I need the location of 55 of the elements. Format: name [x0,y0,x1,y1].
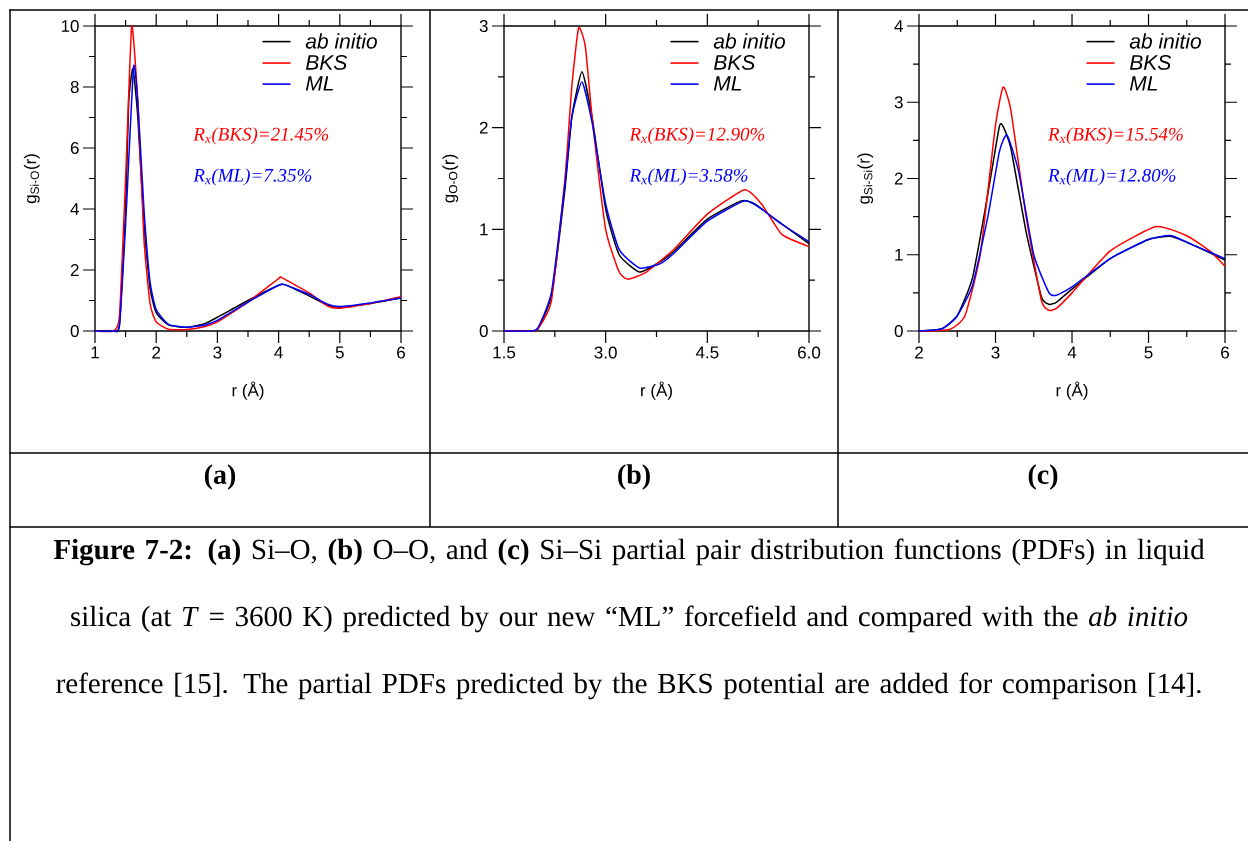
y-tick-label: 2 [70,264,79,276]
y-tick-label: 2 [479,121,488,134]
x-tick-label: 3 [991,346,1000,359]
x-tick-label: 4 [274,346,283,359]
y-tick-label: 3 [479,19,488,33]
x-axis-title: r (Å) [641,381,672,400]
y-tick-label: 10 [61,19,79,33]
annotation: R$_{x}$(BKS)=15.54% [1047,127,1183,145]
text: (c) [1028,464,1058,490]
x-tick-label: 1 [91,346,99,359]
legend-label: BKS [1129,54,1172,70]
x-tick-label: 6 [1221,346,1229,359]
y-axis-title: g$_{Si-O}$(r) [23,154,40,204]
x-tick-label: 3 [213,346,222,359]
y-tick-label: 4 [894,20,903,32]
annotation: R$_{x}$(ML)=12.80% [1047,168,1176,186]
x-axis-title: r (Å) [232,381,264,400]
annotation: R$_{x}$(ML)=7.35% [193,168,312,186]
text: (b) [618,464,650,490]
x-tick-label: 2 [152,346,161,359]
annotation: R$_{x}$(ML)=3.58% [629,168,748,186]
legend-label: ab initio [305,33,377,49]
x-tick-label: 5 [1144,346,1153,359]
y-tick-label: 8 [70,80,79,94]
x-tick-label: 2 [915,346,923,359]
legend-label: ab initio [713,33,785,49]
x-axis-title: r (Å) [1056,381,1088,400]
x-tick-label: 4.5 [695,346,719,359]
annotation: R$_{x}$(BKS)=21.45% [193,127,329,145]
legend-label: BKS [305,54,348,70]
legend-label: ML [305,76,333,91]
y-tick-label: 1 [480,223,488,236]
text: (a) [204,464,236,490]
x-tick-label: 6 [397,346,405,359]
y-axis-title: g$_{Si-Si}$(r) [857,153,874,204]
y-tick-label: 2 [894,172,903,185]
y-tick-label: 1 [895,248,903,261]
annotation: R$_{x}$(BKS)=12.90% [629,127,765,145]
x-tick-label: 3.0 [594,346,617,359]
text: Figure 7-2: (a) Si–O, (b) O–O, and (c) Si–Si partial pair distribution functions (PDFs) in liquid silica (at T = 3600 K) predicted by our new “ML” forcefield and compared with the ab initio reference [15]. The partial PDFs predicted by the BKS potential are added for comparison [14]. [53,538,1205,700]
x-tick-label: 4 [1067,346,1077,359]
legend-label: ab initio [1129,33,1201,49]
y-tick-label: 0 [479,324,488,338]
y-tick-label: 4 [70,203,79,215]
x-tick-label: 6.0 [798,346,821,359]
y-axis-title: g$_{O-O}$(r) [442,154,459,203]
x-tick-label: 1.5 [493,346,516,359]
legend-label: ML [713,76,742,91]
legend-label: ML [1129,76,1158,91]
legend-label: BKS [713,54,756,70]
y-tick-label: 6 [70,141,79,155]
x-tick-label: 5 [335,346,344,359]
y-tick-label: 3 [894,96,903,109]
y-tick-label: 0 [70,324,79,338]
y-tick-label: 0 [894,324,903,338]
